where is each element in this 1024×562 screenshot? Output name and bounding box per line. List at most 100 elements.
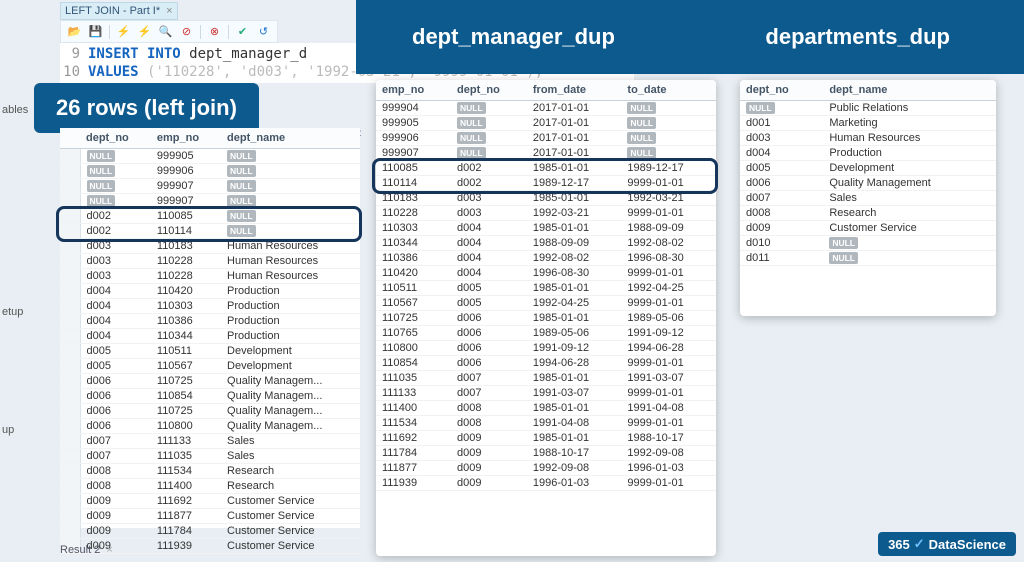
table-row[interactable]: d009111692Customer Service bbox=[60, 494, 360, 509]
table-row[interactable]: d004110344Production bbox=[60, 329, 360, 344]
table-row[interactable]: d009111784Customer Service bbox=[60, 524, 360, 539]
table-row[interactable]: d005Development bbox=[740, 161, 996, 176]
table-row[interactable]: 110183d0031985-01-011992-03-21 bbox=[376, 191, 716, 206]
cell: d007 bbox=[451, 386, 527, 401]
column-header[interactable]: emp_no bbox=[151, 128, 221, 149]
table-row[interactable]: d006110725Quality Managem... bbox=[60, 374, 360, 389]
table-row[interactable]: 110386d0041992-08-021996-08-30 bbox=[376, 251, 716, 266]
table-row[interactable]: d008Research bbox=[740, 206, 996, 221]
column-header[interactable]: emp_no bbox=[376, 80, 451, 101]
cell: Production bbox=[221, 329, 360, 344]
column-header[interactable] bbox=[60, 128, 80, 149]
cell: 111784 bbox=[151, 524, 221, 539]
left-join-result[interactable]: dept_noemp_nodept_name NULL999905NULL NU… bbox=[60, 128, 360, 528]
table-row[interactable]: d008111400Research bbox=[60, 479, 360, 494]
table-row[interactable]: 999904NULL2017-01-01NULL bbox=[376, 101, 716, 116]
table-row[interactable]: d003110228Human Resources bbox=[60, 254, 360, 269]
table-row[interactable]: 110765d0061989-05-061991-09-12 bbox=[376, 326, 716, 341]
table-row[interactable]: d007111133Sales bbox=[60, 434, 360, 449]
close-icon[interactable]: × bbox=[106, 544, 112, 556]
table-row[interactable]: 110567d0051992-04-259999-01-01 bbox=[376, 296, 716, 311]
file-tab[interactable]: LEFT JOIN - Part I* × bbox=[60, 2, 178, 20]
cell: d009 bbox=[451, 446, 527, 461]
table-row[interactable]: 110511d0051985-01-011992-04-25 bbox=[376, 281, 716, 296]
table-row[interactable]: d009Customer Service bbox=[740, 221, 996, 236]
table-row[interactable]: d007Sales bbox=[740, 191, 996, 206]
cell: 110420 bbox=[376, 266, 451, 281]
table-row[interactable]: 111692d0091985-01-011988-10-17 bbox=[376, 431, 716, 446]
table-row[interactable]: 999907NULL2017-01-01NULL bbox=[376, 146, 716, 161]
column-header[interactable]: dept_no bbox=[80, 128, 151, 149]
table-row[interactable]: 111939d0091996-01-039999-01-01 bbox=[376, 476, 716, 491]
table-row[interactable]: NULL999907NULL bbox=[60, 194, 360, 209]
table-row[interactable]: d004110303Production bbox=[60, 299, 360, 314]
table-row[interactable]: 111035d0071985-01-011991-03-07 bbox=[376, 371, 716, 386]
table-row[interactable]: 111534d0081991-04-089999-01-01 bbox=[376, 416, 716, 431]
table-row[interactable]: 110114d0021989-12-179999-01-01 bbox=[376, 176, 716, 191]
table-row[interactable]: d001Marketing bbox=[740, 116, 996, 131]
cell: NULL bbox=[621, 131, 716, 146]
table-row[interactable]: d005110567Development bbox=[60, 359, 360, 374]
table-row[interactable]: 111133d0071991-03-079999-01-01 bbox=[376, 386, 716, 401]
table-row[interactable]: d009111877Customer Service bbox=[60, 509, 360, 524]
table-row[interactable]: d002110085NULL bbox=[60, 209, 360, 224]
open-icon[interactable]: 📂 bbox=[67, 24, 82, 39]
cell: 999905 bbox=[376, 116, 451, 131]
table-row[interactable]: 110303d0041985-01-011988-09-09 bbox=[376, 221, 716, 236]
rollback-icon[interactable]: ↺ bbox=[256, 24, 271, 39]
column-header[interactable]: from_date bbox=[527, 80, 622, 101]
table-row[interactable]: 111784d0091988-10-171992-09-08 bbox=[376, 446, 716, 461]
save-icon[interactable]: 💾 bbox=[88, 24, 103, 39]
table-row[interactable]: d006110725Quality Managem... bbox=[60, 404, 360, 419]
column-header[interactable]: dept_name bbox=[823, 80, 996, 101]
table-row[interactable]: 110344d0041988-09-091992-08-02 bbox=[376, 236, 716, 251]
table-row[interactable]: d004110420Production bbox=[60, 284, 360, 299]
table-row[interactable]: d006110800Quality Managem... bbox=[60, 419, 360, 434]
table-row[interactable]: 110085d0021985-01-011989-12-17 bbox=[376, 161, 716, 176]
result-tab[interactable]: Result 2 × bbox=[60, 544, 113, 556]
separator bbox=[109, 25, 110, 39]
table-row[interactable]: d004Production bbox=[740, 146, 996, 161]
table-row[interactable]: d005110511Development bbox=[60, 344, 360, 359]
kill-icon[interactable]: ⊗ bbox=[207, 24, 222, 39]
column-header[interactable]: dept_no bbox=[740, 80, 823, 101]
table-row[interactable]: 999906NULL2017-01-01NULL bbox=[376, 131, 716, 146]
table-row[interactable]: NULLPublic Relations bbox=[740, 101, 996, 116]
table-row[interactable]: 110420d0041996-08-309999-01-01 bbox=[376, 266, 716, 281]
table-row[interactable]: 111400d0081985-01-011991-04-08 bbox=[376, 401, 716, 416]
table-row[interactable]: 111877d0091992-09-081996-01-03 bbox=[376, 461, 716, 476]
table-row[interactable]: d007111035Sales bbox=[60, 449, 360, 464]
table-row[interactable]: d004110386Production bbox=[60, 314, 360, 329]
table-row[interactable]: d003Human Resources bbox=[740, 131, 996, 146]
commit-icon[interactable]: ✔ bbox=[235, 24, 250, 39]
column-header[interactable]: dept_name bbox=[221, 128, 360, 149]
table-row[interactable]: 110725d0061985-01-011989-05-06 bbox=[376, 311, 716, 326]
table-row[interactable]: NULL999905NULL bbox=[60, 149, 360, 164]
stop-icon[interactable]: ⊘ bbox=[179, 24, 194, 39]
table-row[interactable]: d008111534Research bbox=[60, 464, 360, 479]
table-row[interactable]: 110800d0061991-09-121994-06-28 bbox=[376, 341, 716, 356]
explain-icon[interactable]: 🔍 bbox=[158, 24, 173, 39]
cell: 110511 bbox=[151, 344, 221, 359]
table-row[interactable]: 110854d0061994-06-289999-01-01 bbox=[376, 356, 716, 371]
run-icon[interactable]: ⚡ bbox=[116, 24, 131, 39]
column-header[interactable]: dept_no bbox=[451, 80, 527, 101]
table-row[interactable]: d006110854Quality Managem... bbox=[60, 389, 360, 404]
table-row[interactable]: NULL999907NULL bbox=[60, 179, 360, 194]
table-row[interactable]: d010NULL bbox=[740, 236, 996, 251]
table-row[interactable]: d003110183Human Resources bbox=[60, 239, 360, 254]
cell: 111939 bbox=[151, 539, 221, 554]
column-header[interactable]: to_date bbox=[621, 80, 716, 101]
cell: NULL bbox=[80, 194, 151, 209]
cell: d005 bbox=[80, 359, 151, 374]
table-row[interactable]: d006Quality Management bbox=[740, 176, 996, 191]
table-row[interactable]: 110228d0031992-03-219999-01-01 bbox=[376, 206, 716, 221]
table-row[interactable]: d003110228Human Resources bbox=[60, 269, 360, 284]
cell: 1991-09-12 bbox=[621, 326, 716, 341]
table-row[interactable]: d011NULL bbox=[740, 251, 996, 266]
table-row[interactable]: NULL999906NULL bbox=[60, 164, 360, 179]
table-row[interactable]: 999905NULL2017-01-01NULL bbox=[376, 116, 716, 131]
table-row[interactable]: d002110114NULL bbox=[60, 224, 360, 239]
run-sel-icon[interactable]: ⚡ bbox=[137, 24, 152, 39]
close-icon[interactable]: × bbox=[166, 5, 172, 17]
